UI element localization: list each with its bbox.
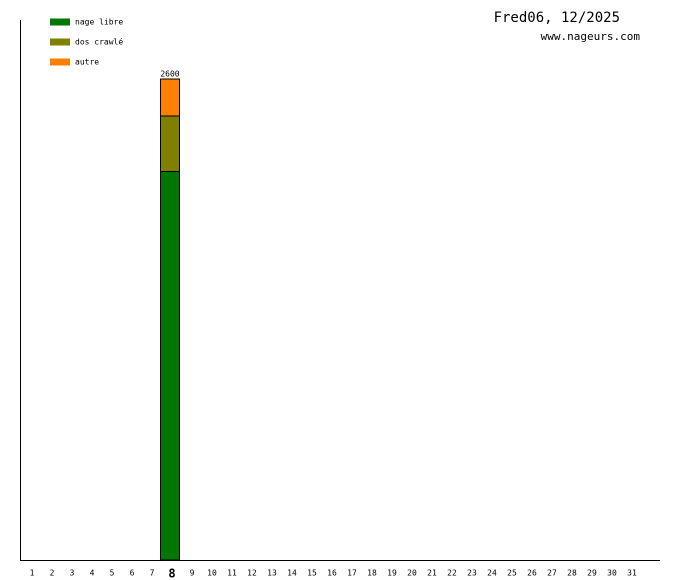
x-tick-label: 29 xyxy=(587,569,597,578)
legend-swatch xyxy=(50,58,70,66)
x-tick-label: 18 xyxy=(367,569,377,578)
x-tick-label: 14 xyxy=(287,569,297,578)
x-tick-label: 27 xyxy=(547,569,557,578)
x-tick-label: 4 xyxy=(90,569,95,578)
x-tick-label: 7 xyxy=(150,569,155,578)
bar-segment xyxy=(160,171,180,561)
x-tick-label: 10 xyxy=(207,569,217,578)
legend-label: autre xyxy=(75,58,99,67)
legend-swatch xyxy=(50,38,70,46)
x-tick-label: 15 xyxy=(307,569,317,578)
x-tick-label: 12 xyxy=(247,569,257,578)
legend-label: dos crawlé xyxy=(75,37,123,47)
x-tick-label: 9 xyxy=(190,569,195,578)
chart-subtitle: www.nageurs.com xyxy=(541,30,641,43)
x-tick-label: 13 xyxy=(267,569,277,578)
legend-swatch xyxy=(50,18,70,26)
x-tick-label: 3 xyxy=(70,569,75,578)
bar-segment xyxy=(160,115,180,172)
x-tick-label: 17 xyxy=(347,569,357,578)
total-label: 2600 xyxy=(160,70,179,79)
x-tick-label: 19 xyxy=(387,569,397,578)
legend-label: nage libre xyxy=(75,18,123,27)
x-tick-label: 11 xyxy=(227,569,237,578)
x-tick-label: 31 xyxy=(627,569,637,578)
x-tick-label: 2 xyxy=(50,569,55,578)
x-tick-label: 16 xyxy=(327,569,337,578)
x-tick-label: 30 xyxy=(607,569,617,578)
chart-title: Fred06, 12/2025 xyxy=(494,10,620,26)
x-tick-label: 1 xyxy=(30,569,35,578)
x-tick-label: 28 xyxy=(567,569,577,578)
x-tick-label: 25 xyxy=(507,569,517,578)
x-tick-label: 20 xyxy=(407,569,417,578)
bar-segment xyxy=(160,78,180,117)
x-tick-label: 21 xyxy=(427,569,437,578)
x-tick-label: 6 xyxy=(130,569,135,578)
x-tick-label: 26 xyxy=(527,569,537,578)
x-tick-label: 24 xyxy=(487,569,497,578)
x-tick-label: 8 xyxy=(168,567,175,580)
x-tick-label: 22 xyxy=(447,569,457,578)
x-tick-label: 23 xyxy=(467,569,477,578)
x-tick-label: 5 xyxy=(110,569,115,578)
